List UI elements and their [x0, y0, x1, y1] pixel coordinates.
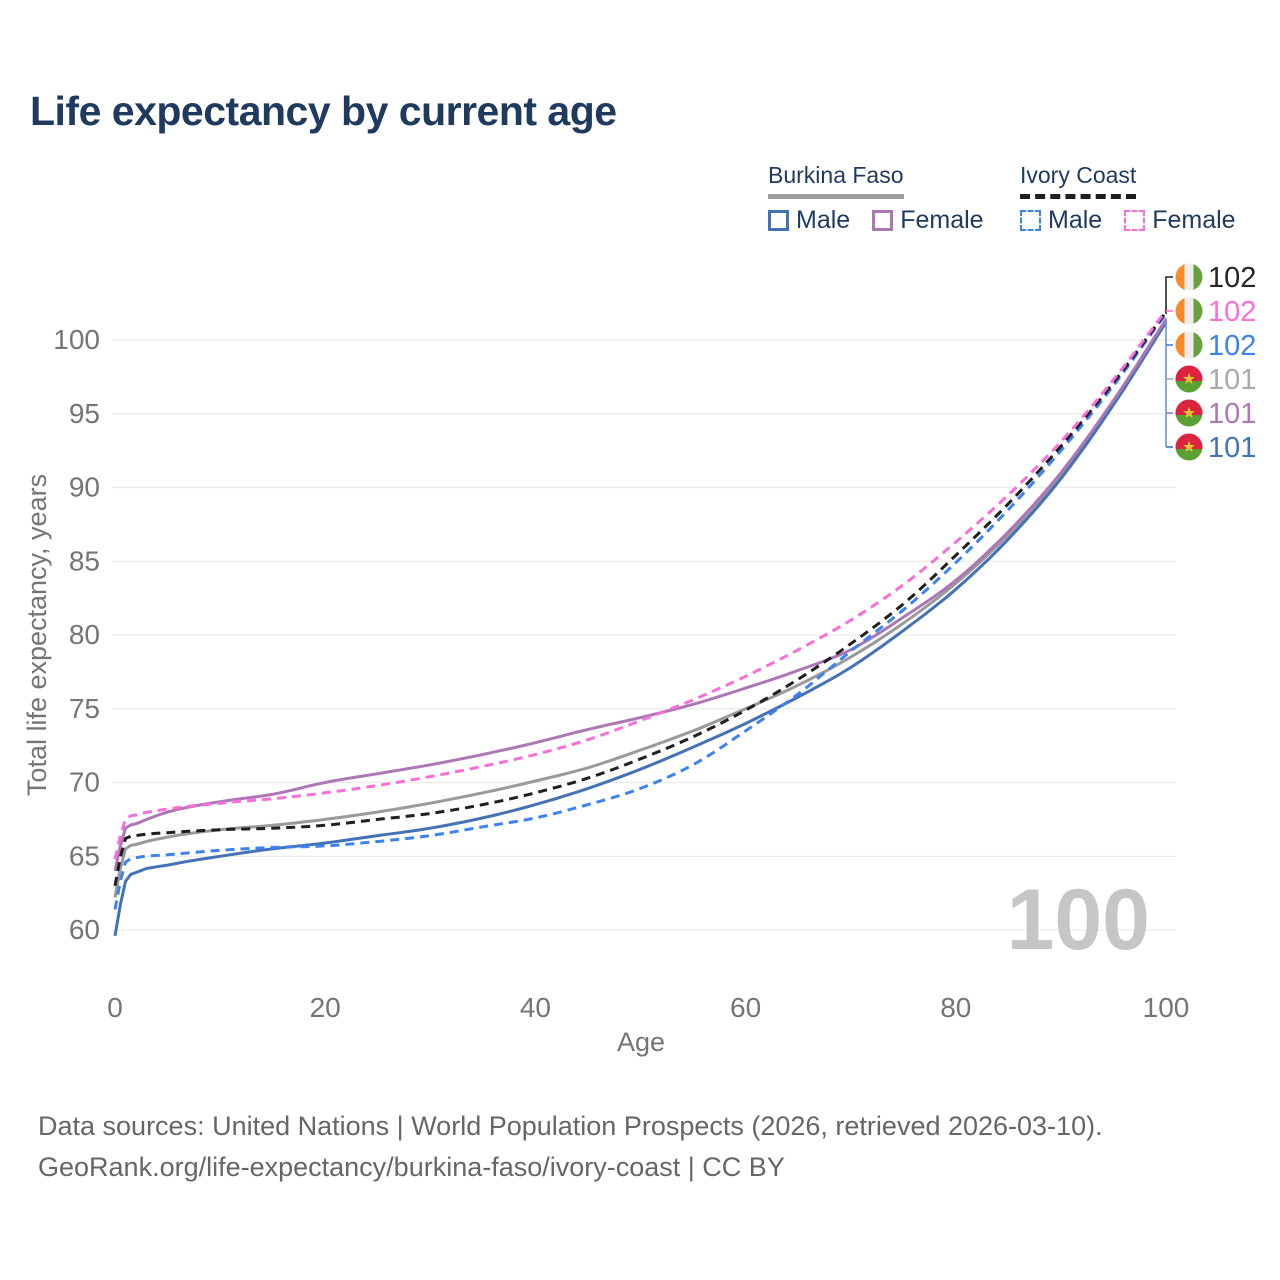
flag-icon-burkina-faso	[1175, 399, 1203, 427]
y-tick-label: 90	[69, 472, 100, 503]
end-label-value: 102	[1208, 262, 1256, 294]
end-label-value: 102	[1208, 330, 1256, 362]
x-tick-label: 80	[940, 992, 971, 1023]
legend-item-burkina-faso-female[interactable]: Female	[872, 206, 984, 235]
x-tick-label: 60	[730, 992, 761, 1023]
page-title: Life expectancy by current age	[30, 88, 617, 134]
leader-line	[1165, 276, 1173, 314]
ivory-coast-male-swatch-icon	[1020, 210, 1041, 231]
legend-group-burkina-faso: Burkina Faso Male Female	[768, 162, 984, 235]
footer: Data sources: United Nations | World Pop…	[38, 1106, 1103, 1188]
legend-heading-burkina-faso[interactable]: Burkina Faso	[768, 162, 904, 199]
ivory-coast-female-swatch-icon	[1124, 210, 1146, 231]
series-line-ivory-coast-female[interactable]	[113, 309, 1168, 860]
x-tick-label: 40	[520, 992, 551, 1023]
y-tick-label: 100	[53, 324, 100, 355]
legend-item-label: Male	[1048, 206, 1103, 234]
series-line-burkina-faso-female[interactable]	[113, 318, 1168, 872]
y-tick-label: 70	[69, 767, 100, 798]
series-line-ivory-coast-male[interactable]	[113, 312, 1168, 910]
legend-item-ivory-coast-female[interactable]: Female	[1124, 206, 1236, 235]
series-line-ivory-coast-total[interactable]	[113, 311, 1168, 887]
y-tick-label: 85	[69, 545, 100, 576]
y-tick-label: 65	[69, 840, 100, 871]
flag-icon-ivory-coast	[1175, 331, 1203, 359]
x-tick-label: 20	[310, 992, 341, 1023]
chart-legend: Burkina Faso Male Female Ivory Coast Mal…	[0, 162, 1280, 242]
flag-icon-burkina-faso	[1175, 433, 1203, 461]
series-line-burkina-faso-total[interactable]	[113, 320, 1168, 898]
end-label-value: 101	[1208, 398, 1256, 430]
legend-heading-ivory-coast[interactable]: Ivory Coast	[1020, 162, 1137, 199]
x-tick-label: 100	[1143, 992, 1190, 1023]
y-tick-label: 60	[69, 914, 100, 945]
end-label-value: 102	[1208, 296, 1256, 328]
legend-item-ivory-coast-male[interactable]: Male	[1020, 206, 1102, 235]
legend-item-burkina-faso-male[interactable]: Male	[768, 206, 850, 235]
flag-icon-burkina-faso	[1175, 365, 1203, 393]
legend-item-label: Male	[796, 206, 851, 234]
legend-items-ivory-coast: Male Female	[1020, 206, 1236, 235]
legend-group-ivory-coast: Ivory Coast Male Female	[1020, 162, 1236, 235]
end-label-value: 101	[1208, 364, 1256, 396]
y-tick-label: 80	[69, 619, 100, 650]
legend-item-label: Female	[1152, 206, 1236, 234]
flag-icon-ivory-coast	[1175, 263, 1203, 291]
footer-data-sources: Data sources: United Nations | World Pop…	[38, 1111, 1103, 1141]
y-axis-title: Total life expectancy, years	[22, 474, 52, 796]
burkina-faso-female-swatch-icon	[872, 210, 894, 231]
legend-item-label: Female	[900, 206, 984, 234]
legend-items-burkina-faso: Male Female	[768, 206, 984, 235]
y-tick-label: 95	[69, 398, 100, 429]
footer-attribution: GeoRank.org/life-expectancy/burkina-faso…	[38, 1152, 785, 1182]
burkina-faso-male-swatch-icon	[768, 210, 789, 231]
watermark: 100	[1007, 872, 1151, 968]
x-axis-title: Age	[617, 1027, 665, 1057]
flag-icon-ivory-coast	[1175, 297, 1203, 325]
x-tick-label: 0	[107, 992, 123, 1023]
y-tick-label: 75	[69, 693, 100, 724]
end-label-value: 101	[1208, 432, 1256, 464]
